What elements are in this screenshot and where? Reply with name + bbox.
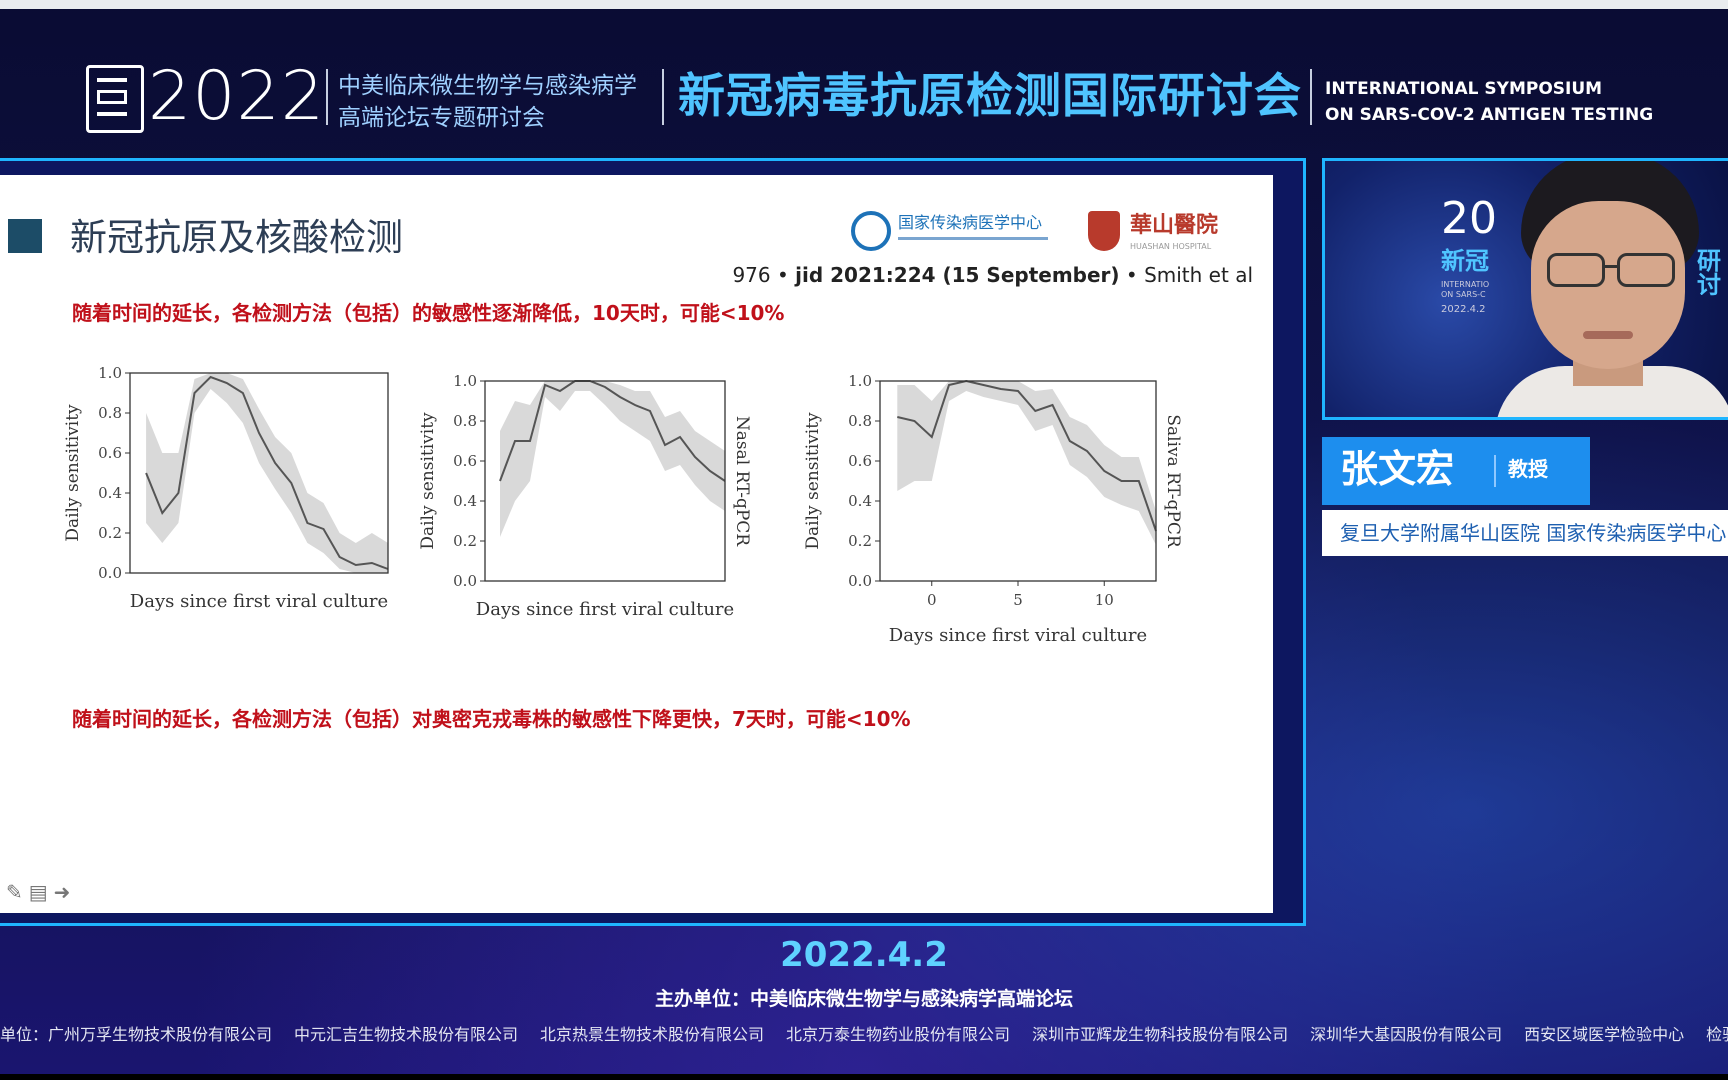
y-tick-label: 1.0 bbox=[98, 365, 122, 382]
speaker-name: 张文宏 bbox=[1340, 447, 1455, 491]
speaker-name-card: 张文宏 教授 bbox=[1322, 437, 1590, 505]
y-tick-label: 0.0 bbox=[848, 572, 872, 590]
y-axis-label: Daily sensitivity bbox=[63, 404, 83, 542]
video-bg-sub1: INTERNATIO bbox=[1441, 280, 1490, 289]
x-axis-label: Days since first viral culture bbox=[476, 599, 734, 620]
y-tick-label: 0.6 bbox=[453, 452, 477, 470]
banner-divider bbox=[326, 69, 328, 125]
speaker-title: 教授 bbox=[1508, 457, 1548, 481]
y-tick-label: 0.2 bbox=[98, 524, 122, 542]
slides-icon[interactable]: ▤ bbox=[28, 880, 48, 904]
citation-prefix: 976 • bbox=[732, 263, 796, 287]
y-tick-label: 0.8 bbox=[453, 412, 477, 430]
national-center-logo-icon bbox=[851, 211, 891, 251]
forum-logo-icon bbox=[86, 65, 144, 133]
sponsor-list: 单位：广州万孚生物技术股份有限公司 中元汇吉生物技术股份有限公司 北京热景生物技术股… bbox=[0, 1024, 1728, 1046]
chart-antigen: 0.0 0.2 0.4 0.6 0.8 1.0 Daily sensitivity Days … bbox=[63, 365, 389, 612]
note-top: 随着时间的延长，各检测方法（包括）的敏感性逐渐降低，10天时，可能<10% bbox=[72, 301, 785, 325]
y-tick-label: 0.6 bbox=[848, 452, 872, 470]
series-side-label: Saliva RT-qPCR bbox=[1163, 414, 1183, 549]
event-banner: 2022 中美临床微生物学与感染病学 高端论坛专题研讨会 新冠病毒抗原检测国际研… bbox=[0, 9, 1728, 159]
video-bg-title-right: 研讨 bbox=[1697, 247, 1721, 299]
speaker-affiliation: 复旦大学附属华山医院 国家传染病医学中心 bbox=[1322, 510, 1728, 556]
sponsor-item: 检验 bbox=[1706, 1025, 1728, 1044]
y-tick-label: 0.2 bbox=[453, 532, 477, 550]
sponsor-item: 中元汇吉生物技术股份有限公司 bbox=[294, 1025, 519, 1044]
confidence-band bbox=[500, 381, 725, 537]
sponsor-item: 西安区域医学检验中心 bbox=[1524, 1025, 1685, 1044]
institution1-name: 国家传染病医学中心 bbox=[898, 213, 1043, 232]
chart-saliva-rtqpcr: 0.0 0.2 0.4 0.6 0.8 1.0 0 5 10 Daily sensitivity D… bbox=[803, 372, 1183, 646]
chart-nasal-rtqpcr: 0.0 0.2 0.4 0.6 0.8 1.0 Daily sensitivity Days … bbox=[418, 372, 752, 620]
x-axis-label: Days since first viral culture bbox=[889, 625, 1147, 646]
slide-title: 新冠抗原及核酸检测 bbox=[70, 216, 403, 259]
sponsor-item: 北京热景生物技术股份有限公司 bbox=[540, 1025, 765, 1044]
plot-frame bbox=[484, 380, 726, 582]
huashan-shield-icon bbox=[1088, 211, 1120, 251]
sponsor-item: 深圳市亚辉龙生物科技股份有限公司 bbox=[1032, 1025, 1289, 1044]
y-axis-label: Daily sensitivity bbox=[803, 412, 823, 550]
video-bg-sub2: ON SARS-C bbox=[1441, 290, 1486, 299]
organizer: 主办单位：中美临床微生物学与感染病学高端论坛 bbox=[654, 988, 1073, 1010]
presentation-slide: 新冠抗原及核酸检测 国家传染病医学中心 華山醫院 HUASHAN HOSPITA… bbox=[0, 175, 1273, 913]
sponsor-item: 深圳华大基因股份有限公司 bbox=[1310, 1025, 1503, 1044]
x-tick-label: 10 bbox=[1095, 591, 1114, 609]
x-axis-label: Days since first viral culture bbox=[130, 591, 388, 612]
title-bullet-icon bbox=[8, 219, 42, 253]
next-slide-icon[interactable]: ➜ bbox=[53, 880, 71, 904]
y-tick-label: 0.8 bbox=[98, 404, 122, 422]
sensitivity-line bbox=[145, 375, 389, 570]
y-tick-label: 0.4 bbox=[453, 492, 477, 510]
banner-divider bbox=[1310, 69, 1312, 125]
top-strip bbox=[0, 0, 1728, 9]
citation-journal: jid 2021:224 (15 September) bbox=[795, 263, 1120, 287]
y-tick-label: 1.0 bbox=[848, 372, 872, 390]
y-tick-label: 0.4 bbox=[848, 492, 872, 510]
banner-divider bbox=[662, 69, 664, 125]
y-axis-label: Daily sensitivity bbox=[418, 412, 438, 550]
institution1-underline bbox=[898, 237, 1048, 240]
y-tick-label: 0.4 bbox=[98, 484, 122, 502]
y-tick-label: 0.6 bbox=[98, 444, 122, 462]
sensitivity-line bbox=[897, 379, 1157, 532]
video-bg-title: 新冠 bbox=[1441, 247, 1489, 275]
confidence-band bbox=[897, 381, 1156, 545]
symposium-title-en-line1: INTERNATIONAL SYMPOSIUM bbox=[1325, 79, 1603, 99]
institution2-subtitle: HUASHAN HOSPITAL bbox=[1130, 242, 1212, 251]
pen-icon[interactable]: ✎ bbox=[6, 880, 23, 904]
x-tick-label: 0 bbox=[927, 591, 937, 609]
video-bg-year: 20 bbox=[1441, 193, 1497, 244]
symposium-title-cn: 新冠病毒抗原检测国际研讨会 bbox=[678, 69, 1302, 124]
event-date: 2022.4.2 bbox=[780, 935, 948, 975]
citation-authors: • Smith et al bbox=[1119, 263, 1253, 287]
plot-frame bbox=[129, 372, 389, 574]
citation: 976 • jid 2021:224 (15 September) • Smit… bbox=[732, 265, 1253, 285]
series-side-label: Nasal RT-qPCR bbox=[732, 416, 752, 547]
speaker-video: 20 新冠 INTERNATIO ON SARS-C 2022.4.2 研讨 bbox=[1322, 158, 1728, 420]
slide-toolbar: ✎ ▤ ➜ bbox=[6, 882, 76, 902]
y-tick-label: 0.0 bbox=[453, 572, 477, 590]
note-bottom: 随着时间的延长，各检测方法（包括）对奥密克戎毒株的敏感性下降更快，7天时，可能<… bbox=[72, 707, 911, 731]
glasses-icon bbox=[1547, 253, 1605, 287]
sponsor-item: 北京万泰生物药业股份有限公司 bbox=[786, 1025, 1011, 1044]
y-tick-label: 1.0 bbox=[453, 372, 477, 390]
symposium-title-en-line2: ON SARS-COV-2 ANTIGEN TESTING bbox=[1325, 105, 1654, 125]
y-tick-label: 0.2 bbox=[848, 532, 872, 550]
video-bg-date: 2022.4.2 bbox=[1441, 304, 1486, 315]
institution2-name: 華山醫院 bbox=[1130, 213, 1219, 238]
sensitivity-line bbox=[499, 380, 726, 482]
forum-name-line1: 中美临床微生物学与感染病学 bbox=[338, 73, 637, 99]
forum-name-line2: 高端论坛专题研讨会 bbox=[338, 105, 545, 131]
banner-year: 2022 bbox=[148, 57, 326, 136]
y-tick-label: 0.0 bbox=[98, 564, 122, 582]
confidence-band bbox=[146, 373, 388, 573]
x-tick-label: 5 bbox=[1013, 591, 1023, 609]
sponsor-item: 单位：广州万孚生物技术股份有限公司 bbox=[0, 1025, 273, 1044]
y-tick-label: 0.8 bbox=[848, 412, 872, 430]
